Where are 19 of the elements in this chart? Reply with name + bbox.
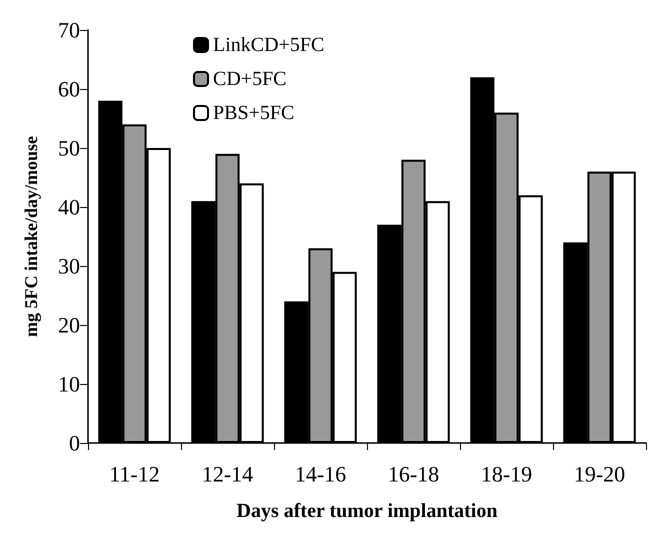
y-tick-label: 20 bbox=[58, 312, 80, 338]
y-tick-label: 30 bbox=[58, 254, 80, 278]
y-tick-label: 10 bbox=[58, 372, 80, 396]
x-axis-title: Days after tumor implantation bbox=[236, 500, 498, 522]
x-tick-label: 16-18 bbox=[388, 462, 440, 486]
y-tick-label: 60 bbox=[58, 76, 80, 102]
y-tick-label: 50 bbox=[58, 136, 80, 160]
legend-label: LinkCD+5FC bbox=[213, 34, 324, 56]
y-tick-label: 0 bbox=[69, 430, 80, 456]
x-tick-label: 18-19 bbox=[480, 462, 532, 486]
x-tick-label: 11-12 bbox=[109, 462, 160, 486]
x-tick-label: 19-20 bbox=[574, 462, 626, 486]
x-tick-label: 12-14 bbox=[202, 462, 254, 486]
y-axis-title: mg 5FC intake/day/mouse bbox=[21, 136, 41, 338]
x-tick-label: 14-16 bbox=[294, 462, 346, 486]
y-tick-label: 70 bbox=[58, 18, 80, 42]
legend-label: PBS+5FC bbox=[213, 102, 294, 124]
legend-label: CD+5FC bbox=[213, 68, 287, 90]
y-tick-label: 40 bbox=[58, 194, 80, 220]
